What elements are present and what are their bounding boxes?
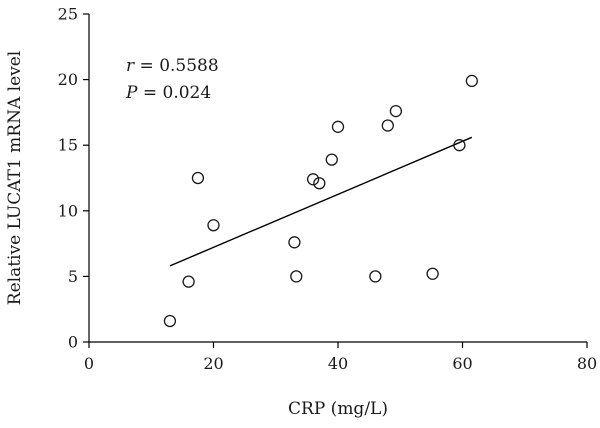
data-point (325, 153, 338, 166)
data-point (389, 104, 403, 118)
data-point (191, 171, 205, 185)
regression-line-group (169, 136, 473, 267)
x-ticks: 0 20 40 60 80 (84, 342, 597, 373)
data-point (369, 270, 382, 283)
y-tick-label: 25 (58, 5, 78, 24)
data-point (426, 267, 439, 280)
p-symbol: P (125, 83, 138, 103)
correlation-annotation: r = 0.5588 (126, 56, 219, 76)
y-tick-label: 0 (68, 333, 78, 352)
x-tick-label: 40 (328, 354, 348, 373)
regression-line (169, 136, 473, 267)
data-point (207, 219, 220, 232)
x-tick-label: 80 (577, 354, 597, 373)
p-value-annotation: P = 0.024 (125, 83, 211, 103)
y-tick-label: 20 (58, 70, 78, 89)
data-point (453, 139, 466, 152)
data-point (331, 120, 345, 133)
data-point (290, 270, 303, 283)
r-value: = 0.5588 (134, 56, 219, 76)
data-point (313, 177, 326, 190)
y-tick-label: 5 (68, 267, 78, 286)
data-point (182, 275, 195, 288)
x-tick-label: 0 (84, 354, 94, 373)
r-symbol: r (126, 56, 135, 76)
y-axis-title: Relative LUCAT1 mRNA level (5, 51, 25, 305)
y-tick-label: 10 (58, 201, 78, 220)
data-points (163, 74, 478, 328)
x-axis-title: CRP (mg/L) (288, 399, 388, 419)
data-point (306, 173, 320, 186)
data-point (381, 119, 394, 132)
y-ticks: 0 5 10 15 20 25 (58, 5, 89, 352)
x-tick-label: 20 (203, 354, 223, 373)
p-value: = 0.024 (137, 83, 211, 103)
data-point (163, 314, 177, 328)
x-tick-label: 60 (452, 354, 472, 373)
y-tick-label: 15 (58, 136, 78, 155)
data-point (465, 74, 478, 88)
data-point (288, 236, 301, 249)
